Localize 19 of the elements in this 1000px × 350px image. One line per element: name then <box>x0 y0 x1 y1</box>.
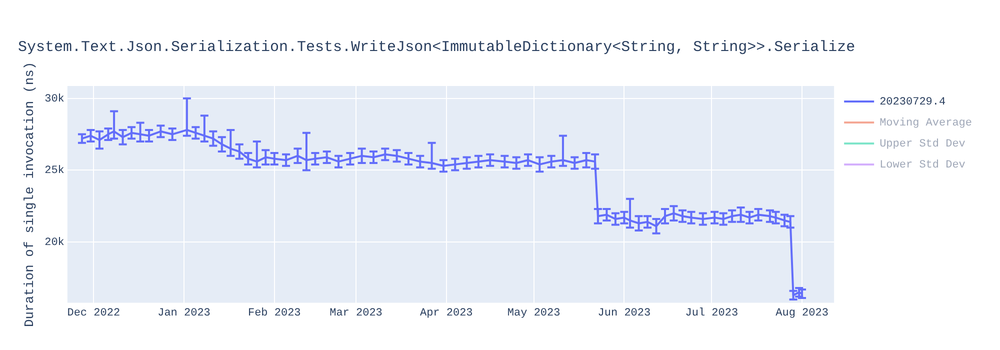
x-tick-label: Jun 2023 <box>598 307 651 320</box>
legend-label: Moving Average <box>880 117 972 130</box>
y-tick-label: 20k <box>44 236 65 249</box>
x-tick-label: Jul 2023 <box>685 307 738 320</box>
x-tick-label: Aug 2023 <box>776 307 828 320</box>
x-tick-label: Feb 2023 <box>248 307 301 320</box>
x-tick-label: Mar 2023 <box>330 307 382 320</box>
x-tick-label: Jan 2023 <box>158 307 210 320</box>
x-tick-label: Apr 2023 <box>420 307 473 320</box>
x-tick-label: Dec 2022 <box>67 307 120 320</box>
x-tick-label: May 2023 <box>507 307 560 320</box>
chart-title: System.Text.Json.Serialization.Tests.WriteJson<ImmutableDictionary<String, String>>.Serialize <box>18 38 856 56</box>
legend-label: Lower Std Dev <box>880 159 966 172</box>
y-tick-label: 25k <box>44 165 65 178</box>
legend-label: 20230729.4 <box>880 96 946 108</box>
point <box>797 288 808 300</box>
y-axis-title: Duration of single invocation (ns) <box>22 62 38 328</box>
legend-label: Upper Std Dev <box>880 138 966 150</box>
y-tick-label: 30k <box>44 93 65 106</box>
